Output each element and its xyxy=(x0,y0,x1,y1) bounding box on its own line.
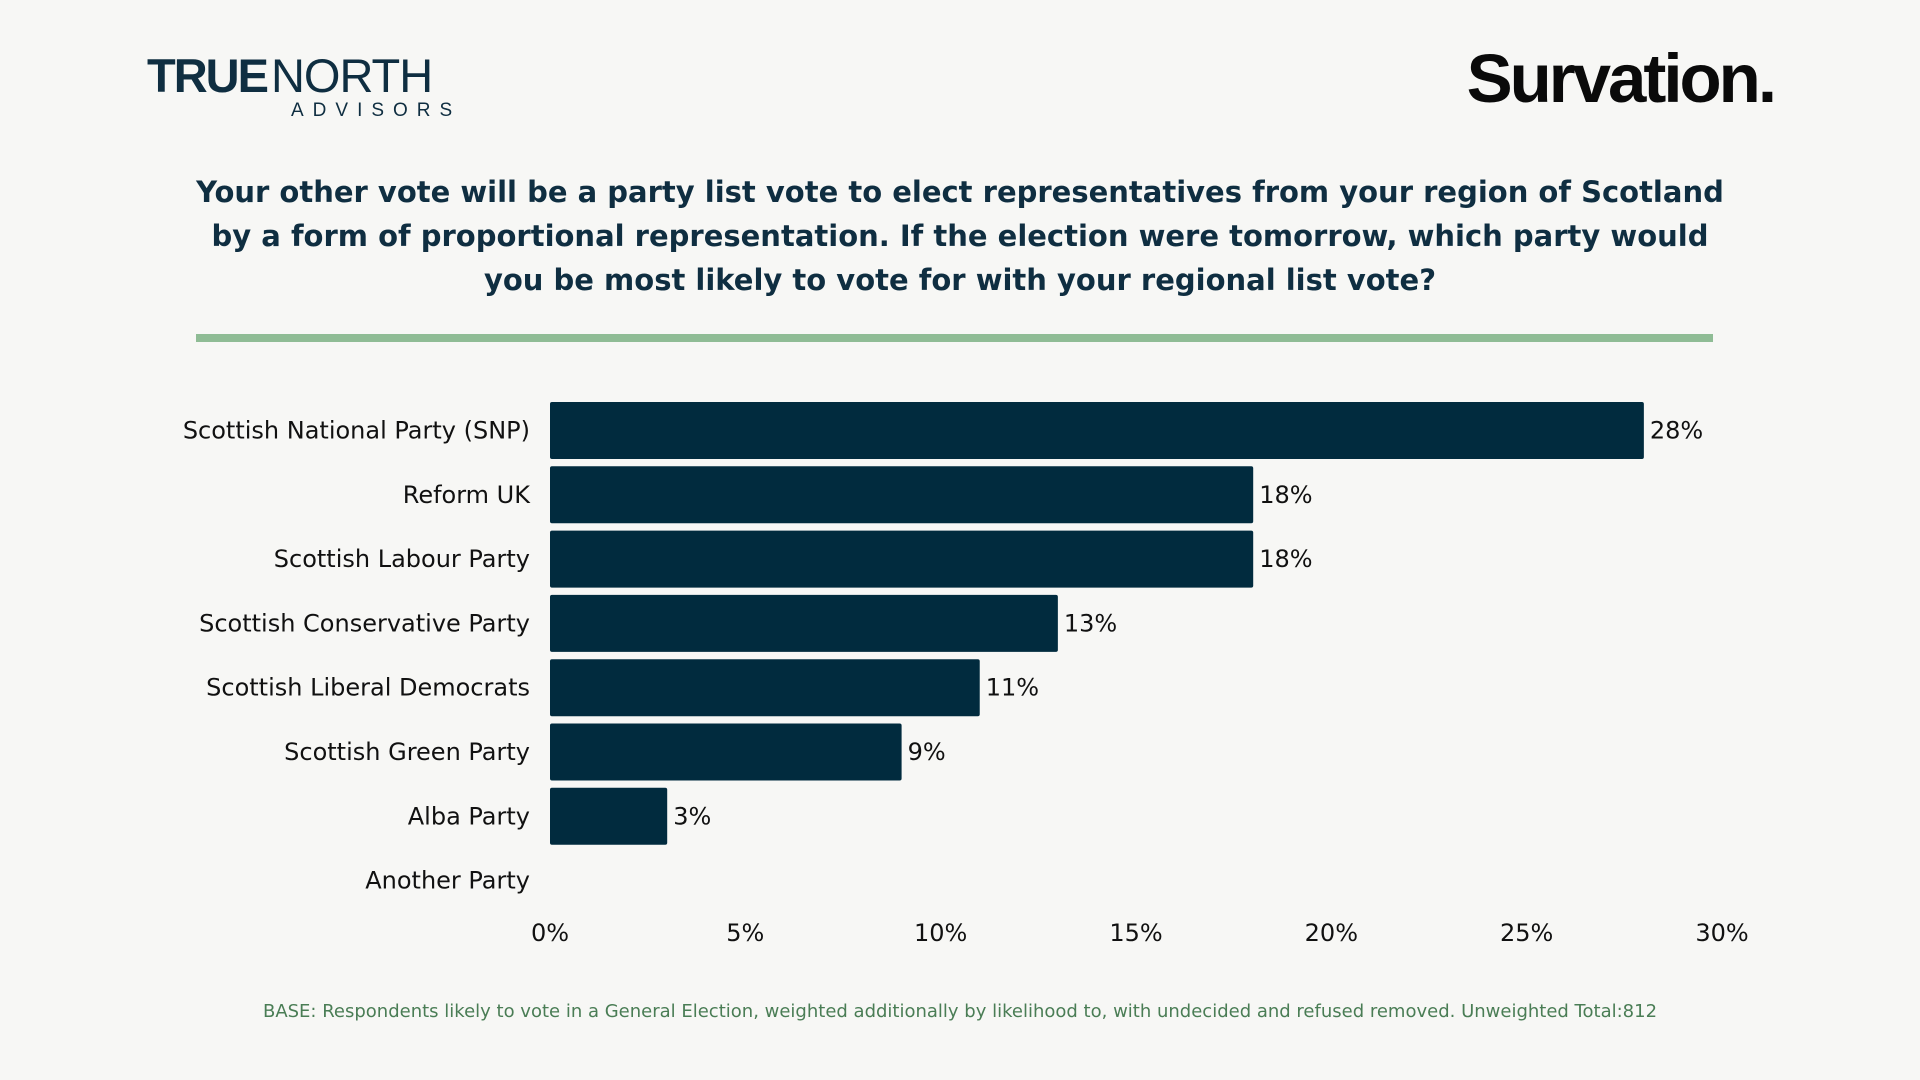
category-label-scottish-liberal-democrats: Scottish Liberal Democrats xyxy=(206,674,530,702)
bar-alba-party xyxy=(550,787,668,845)
true-north-advisors-logo: TRUE NORTH ADVISORS xyxy=(147,52,467,120)
value-label-scottish-conservative-party: 13% xyxy=(1064,609,1117,637)
bar-reform-uk xyxy=(550,466,1254,524)
bar-scottish-liberal-democrats xyxy=(550,659,980,717)
bar-scottish-national-party-snp xyxy=(550,402,1644,459)
value-label-scottish-green-party: 9% xyxy=(908,738,946,766)
survation-logo: Survation. xyxy=(1466,40,1777,117)
bar-scottish-green-party xyxy=(550,723,902,781)
value-label-scottish-national-party-snp: 28% xyxy=(1650,417,1703,445)
value-label-reform-uk: 18% xyxy=(1259,481,1312,509)
category-label-another-party: Another Party xyxy=(365,867,530,895)
value-label-alba-party: 3% xyxy=(673,802,711,830)
bar-scottish-conservative-party xyxy=(550,594,1058,652)
base-note: BASE: Respondents likely to vote in a Ge… xyxy=(262,1001,1658,1022)
value-label-scottish-labour-party: 18% xyxy=(1259,545,1312,573)
x-tick-label-30: 30% xyxy=(1695,919,1748,947)
category-label-reform-uk: Reform UK xyxy=(403,481,532,509)
category-label-alba-party: Alba Party xyxy=(408,802,530,830)
value-label-scottish-liberal-democrats: 11% xyxy=(986,674,1039,702)
category-label-scottish-national-party-snp: Scottish National Party (SNP) xyxy=(183,417,530,445)
category-label-scottish-labour-party: Scottish Labour Party xyxy=(274,545,530,573)
category-label-scottish-green-party: Scottish Green Party xyxy=(284,738,530,766)
bar-scottish-labour-party xyxy=(550,530,1254,588)
x-tick-label-0: 0% xyxy=(531,919,569,947)
x-tick-label-5: 5% xyxy=(726,919,764,947)
category-label-scottish-conservative-party: Scottish Conservative Party xyxy=(199,609,530,637)
logo-true-text: TRUE xyxy=(147,49,269,102)
x-tick-label-20: 20% xyxy=(1305,919,1358,947)
x-tick-label-15: 15% xyxy=(1109,919,1162,947)
logo-north-text: NORTH xyxy=(270,49,433,102)
title-divider xyxy=(196,334,1713,342)
x-tick-label-25: 25% xyxy=(1500,919,1553,947)
x-tick-label-10: 10% xyxy=(914,919,967,947)
survey-question: Your other vote will be a party list vot… xyxy=(196,175,1724,297)
logo-advisors-text: ADVISORS xyxy=(291,100,462,121)
